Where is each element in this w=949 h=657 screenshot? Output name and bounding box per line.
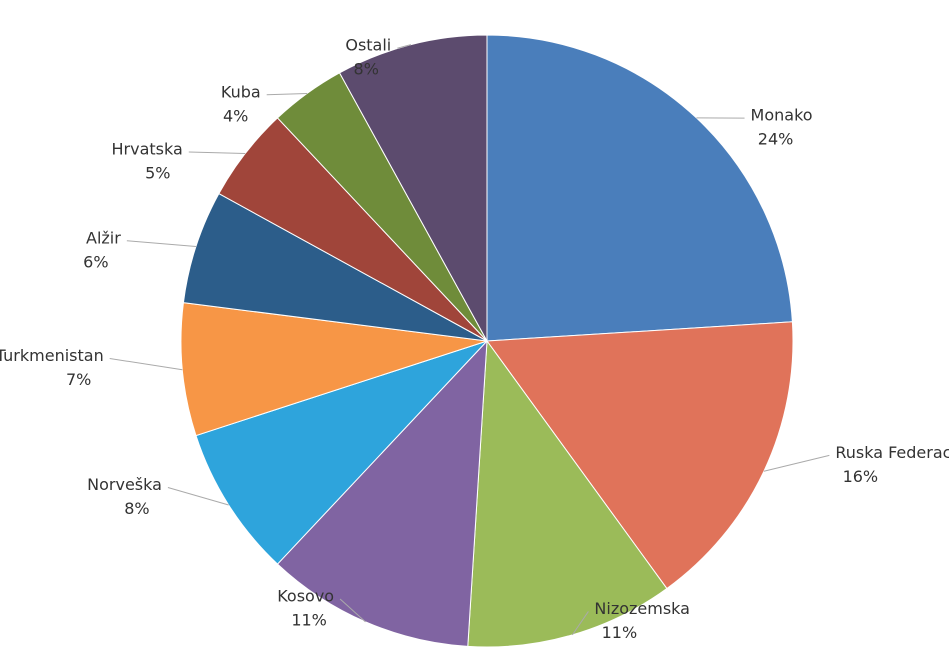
slice-value-label: 24% [758,130,794,149]
slice-value-label: 7% [66,370,91,389]
slice-label: Norveška [87,475,162,494]
slice-value-label: 8% [354,60,379,79]
slice-label: Monako [751,106,813,125]
leader-line [397,44,412,49]
slice-value-label: 16% [843,467,879,486]
leader-line [188,151,246,154]
pie-slice [180,302,488,437]
slice-label: Turkmenistan [0,346,104,365]
slice-value-label: 8% [124,499,149,518]
slice-value-label: 11% [291,610,327,629]
leader-line [571,611,589,636]
leader-line [167,486,229,506]
slice-label: Ostali [345,36,391,55]
slice-label: Ruska Federacija [835,443,949,462]
slice-label: Kosovo [277,586,334,605]
slice-label: Nizozemska [594,599,690,618]
pie-slice [195,340,488,565]
slice-value-label: 6% [83,252,108,271]
leader-line [339,598,366,623]
slice-label: Kuba [221,82,261,101]
leader-line [763,454,830,472]
leader-line [126,240,197,247]
slice-value-label: 4% [223,106,248,125]
leader-line [266,92,308,96]
slice-value-label: 5% [145,164,170,183]
leader-line [109,357,183,371]
slice-label: Alžir [86,228,121,247]
slice-label: Hrvatska [112,140,183,159]
pie-slice [486,34,793,342]
slice-value-label: 11% [602,623,638,642]
pie-slice [486,321,794,590]
